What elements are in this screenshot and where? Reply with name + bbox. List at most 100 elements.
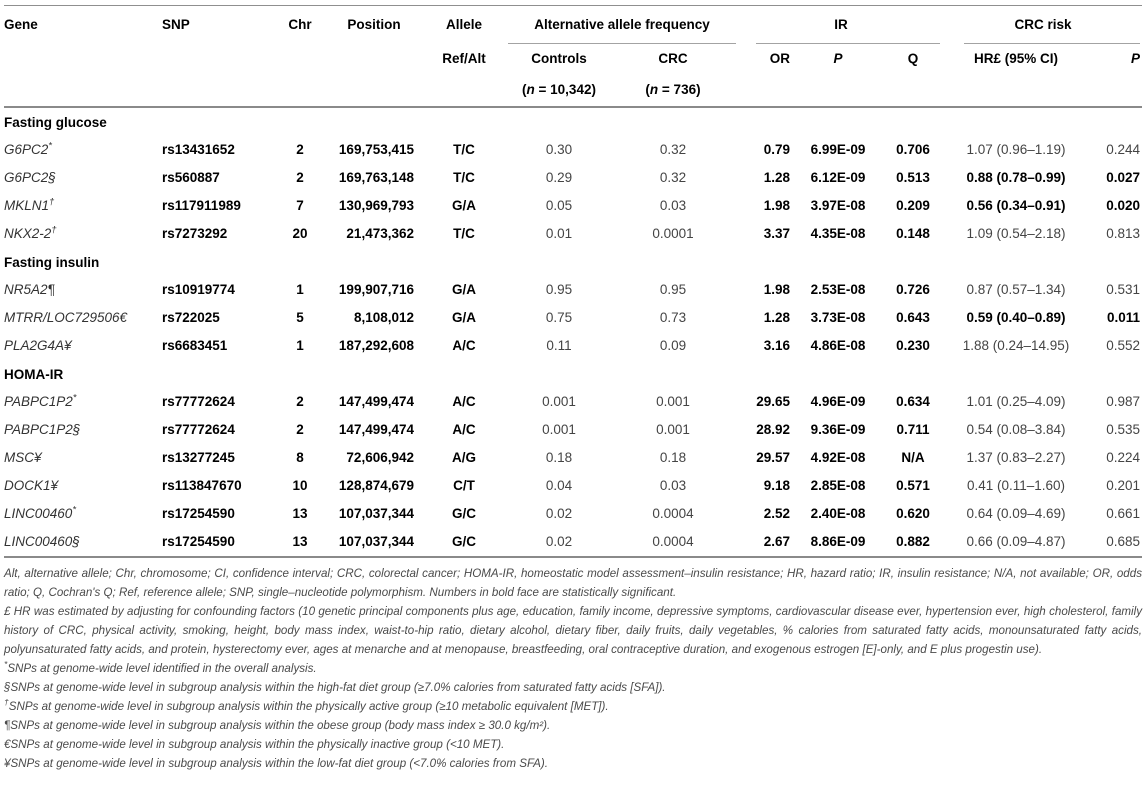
p-crc-cell: 0.531: [1106, 282, 1140, 298]
p-ir-cell: 4.86E-08: [810, 338, 866, 354]
freq-controls-cell: 0.001: [542, 422, 576, 438]
p-ir-cell: 4.92E-08: [810, 450, 866, 466]
snp-cell: rs77772624: [162, 422, 235, 438]
footnote: *SNPs at genome-wide level identified in…: [4, 659, 317, 675]
position-cell: 169,753,415: [338, 142, 414, 158]
p-ir-cell: 4.35E-08: [810, 226, 866, 242]
snp-cell: rs113847670: [162, 478, 242, 494]
col-header-hr-ci: HR£ (95% CI): [973, 51, 1059, 67]
table-row: LINC00460* rs17254590 13 107,037,344 G/C 0.02…: [4, 500, 1142, 528]
col-header-crc: CRC: [658, 51, 688, 67]
allele-cell: G/C: [451, 506, 476, 522]
hr-ci-cell: 0.54 (0.08–3.84): [966, 422, 1066, 438]
position-cell: 130,969,793: [338, 198, 414, 214]
freq-controls-cell: 0.01: [545, 226, 573, 242]
position-cell: 128,874,679: [338, 478, 414, 494]
q-cell: 0.571: [896, 478, 930, 494]
snp-association-table: Gene SNP Chr Position Allele Alternative…: [4, 5, 1142, 773]
freq-crc-cell: 0.03: [659, 198, 687, 214]
p-ir-cell: 6.99E-09: [810, 142, 866, 158]
p-crc-cell: 0.813: [1106, 226, 1140, 242]
col-header-ref-alt: Ref/Alt: [442, 51, 486, 67]
freq-crc-cell: 0.0004: [652, 534, 694, 550]
or-cell: 0.79: [763, 142, 790, 158]
col-header-snp: SNP: [162, 17, 190, 33]
or-cell: 1.98: [763, 198, 790, 214]
freq-controls-cell: 0.02: [545, 534, 573, 550]
q-cell: 0.230: [896, 338, 930, 354]
or-cell: 1.28: [763, 310, 790, 326]
hr-ci-cell: 0.88 (0.78–0.99): [966, 170, 1066, 186]
snp-cell: rs13277245: [162, 450, 235, 466]
group-underline: [508, 43, 736, 44]
table-row: NKX2-2† rs7273292 20 21,473,362 T/C 0.01 0.000…: [4, 220, 1142, 248]
freq-crc-cell: 0.73: [659, 310, 687, 326]
or-cell: 1.98: [763, 282, 790, 298]
allele-cell: G/C: [451, 534, 476, 550]
table-row: MSC¥ rs13277245 8 72,606,942 A/G 0.18 0.18 29.5…: [4, 444, 1142, 472]
table-row: PABPC1P2§ rs77772624 2 147,499,474 A/C 0.001 0…: [4, 416, 1142, 444]
snp-cell: rs722025: [162, 310, 220, 326]
position-cell: 21,473,362: [346, 226, 414, 242]
chr-cell: 1: [296, 282, 304, 298]
or-cell: 28.92: [756, 422, 790, 438]
section-label: Fasting glucose: [4, 114, 107, 130]
table-row: G6PC2§ rs560887 2 169,763,148 T/C 0.29 0.32 1.2…: [4, 164, 1142, 192]
gene-cell: PABPC1P2*: [4, 392, 77, 410]
table-header: Gene SNP Chr Position Allele Alternative…: [4, 5, 1142, 108]
footnote: ¥SNPs at genome-wide level in subgroup a…: [4, 757, 548, 770]
allele-cell: T/C: [453, 226, 475, 242]
hr-ci-cell: 0.41 (0.11–1.60): [966, 478, 1066, 494]
hr-ci-cell: 1.01 (0.25–4.09): [966, 394, 1066, 410]
position-cell: 147,499,474: [338, 422, 414, 438]
position-cell: 107,037,344: [338, 534, 414, 550]
chr-cell: 8: [296, 450, 304, 466]
group-header-crc-risk: CRC risk: [946, 6, 1140, 44]
gene-cell: NR5A2¶: [4, 282, 55, 298]
freq-controls-cell: 0.95: [545, 282, 573, 298]
or-cell: 3.37: [763, 226, 790, 242]
snp-cell: rs17254590: [162, 506, 235, 522]
table-body: Fasting glucose G6PC2* rs13431652 2 169,753,…: [4, 108, 1142, 558]
snp-cell: rs6683451: [162, 338, 228, 354]
freq-controls-cell: 0.29: [545, 170, 573, 186]
chr-cell: 20: [292, 226, 308, 242]
freq-crc-cell: 0.0004: [652, 506, 694, 522]
allele-cell: G/A: [451, 310, 476, 326]
p-ir-cell: 2.53E-08: [810, 282, 866, 298]
p-ir-cell: 3.73E-08: [810, 310, 866, 326]
freq-crc-cell: 0.001: [656, 422, 690, 438]
or-cell: 2.52: [763, 506, 790, 522]
chr-cell: 2: [296, 142, 304, 158]
or-cell: 29.57: [756, 450, 790, 466]
group-underline: [964, 43, 1140, 44]
freq-crc-cell: 0.03: [659, 478, 687, 494]
col-header-allele: Allele: [445, 17, 483, 33]
allele-cell: G/A: [451, 282, 476, 298]
allele-cell: C/T: [453, 478, 475, 494]
p-ir-cell: 2.40E-08: [810, 506, 866, 522]
gene-cell: MTRR/LOC729506€: [4, 310, 128, 326]
freq-crc-cell: 0.18: [659, 450, 687, 466]
freq-crc-cell: 0.001: [656, 394, 690, 410]
hr-ci-cell: 1.88 (0.24–14.95): [962, 338, 1070, 354]
hr-ci-cell: 0.66 (0.09–4.87): [966, 534, 1066, 550]
hr-ci-cell: 1.07 (0.96–1.19): [966, 142, 1066, 158]
chr-cell: 2: [296, 422, 304, 438]
p-crc-cell: 0.987: [1106, 394, 1140, 410]
snp-cell: rs7273292: [162, 226, 228, 242]
p-ir-cell: 9.36E-09: [810, 422, 866, 438]
snp-cell: rs117911989: [162, 198, 241, 214]
p-ir-cell: 6.12E-09: [810, 170, 866, 186]
col-header-chr: Chr: [288, 17, 312, 33]
snp-cell: rs560887: [162, 170, 220, 186]
section-label: HOMA-IR: [4, 366, 64, 382]
hr-ci-cell: 1.09 (0.54–2.18): [966, 226, 1066, 242]
hr-ci-cell: 1.37 (0.83–2.27): [966, 450, 1066, 466]
q-cell: 0.882: [896, 534, 930, 550]
section-header-row: Fasting insulin: [4, 248, 1142, 276]
gene-cell: MSC¥: [4, 450, 42, 466]
col-header-p-crc: P: [1130, 51, 1140, 67]
freq-crc-cell: 0.32: [659, 142, 687, 158]
chr-cell: 13: [292, 534, 308, 550]
